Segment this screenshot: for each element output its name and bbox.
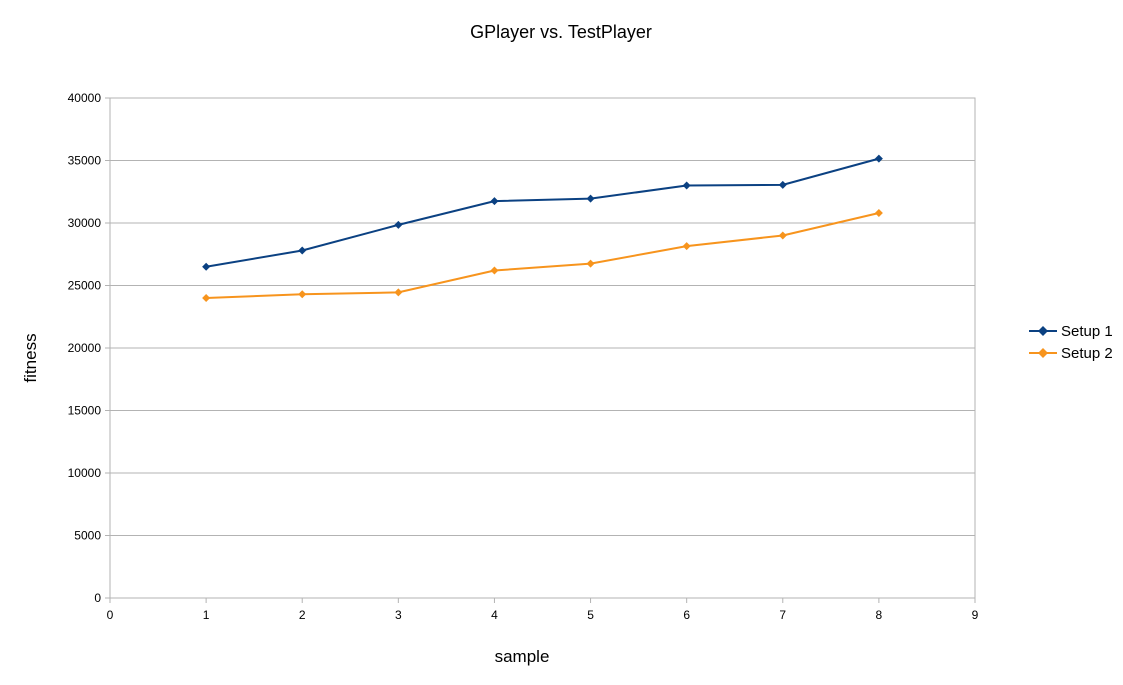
data-point xyxy=(394,288,403,297)
legend-label: Setup 2 xyxy=(1061,345,1113,362)
x-tick-label: 5 xyxy=(587,608,594,622)
x-tick-label: 0 xyxy=(107,608,114,622)
data-point xyxy=(202,262,211,271)
y-tick-label: 0 xyxy=(94,591,101,605)
y-tick-label: 25000 xyxy=(68,279,102,293)
legend-item-1: Setup 1 xyxy=(1029,323,1113,340)
grid xyxy=(110,97,975,599)
y-tick-label: 15000 xyxy=(68,404,102,418)
legend: Setup 1 Setup 2 xyxy=(1029,323,1113,362)
plot-area-border xyxy=(109,97,976,599)
data-point xyxy=(490,197,499,206)
data-point xyxy=(586,194,595,203)
x-tick-label: 1 xyxy=(203,608,210,622)
data-point xyxy=(682,181,691,190)
series-line xyxy=(206,212,880,299)
axes: 0 5000 10000 15000 20000 25000 30000 35000 40000… xyxy=(68,91,979,622)
x-tick-label: 6 xyxy=(683,608,690,622)
y-tick-label: 30000 xyxy=(68,216,102,230)
data-point xyxy=(874,209,883,217)
chart-title: GPlayer vs. TestPlayer xyxy=(470,22,652,42)
data-point xyxy=(298,246,307,255)
x-tick-label: 7 xyxy=(779,608,786,622)
data-point xyxy=(394,220,403,229)
x-tick-label: 9 xyxy=(972,608,979,622)
x-tick-label: 2 xyxy=(299,608,306,622)
y-tick-label: 5000 xyxy=(74,529,101,543)
data-point xyxy=(490,266,499,275)
y-tick-label: 40000 xyxy=(68,91,102,105)
data-point xyxy=(874,154,883,163)
y-axis-label: fitness xyxy=(21,333,40,382)
data-point xyxy=(682,242,691,251)
legend-label: Setup 1 xyxy=(1061,323,1113,340)
y-tick-label: 10000 xyxy=(68,466,102,480)
x-tick-label: 3 xyxy=(395,608,402,622)
data-point xyxy=(586,259,595,268)
data-point xyxy=(298,290,307,299)
x-tick-label: 4 xyxy=(491,608,498,622)
x-axis-label: sample xyxy=(495,647,550,666)
series-line xyxy=(205,157,880,268)
series-1 xyxy=(202,154,883,271)
legend-marker xyxy=(1038,348,1048,358)
data-point xyxy=(202,294,211,302)
data-point xyxy=(778,231,787,240)
x-tick-label: 8 xyxy=(876,608,883,622)
series-layer xyxy=(202,154,883,302)
y-tick-label: 20000 xyxy=(68,341,102,355)
y-tick-label: 35000 xyxy=(68,154,102,168)
legend-item-2: Setup 2 xyxy=(1029,345,1113,362)
series-2 xyxy=(202,209,883,302)
legend-marker xyxy=(1038,326,1048,336)
data-point xyxy=(778,180,787,189)
